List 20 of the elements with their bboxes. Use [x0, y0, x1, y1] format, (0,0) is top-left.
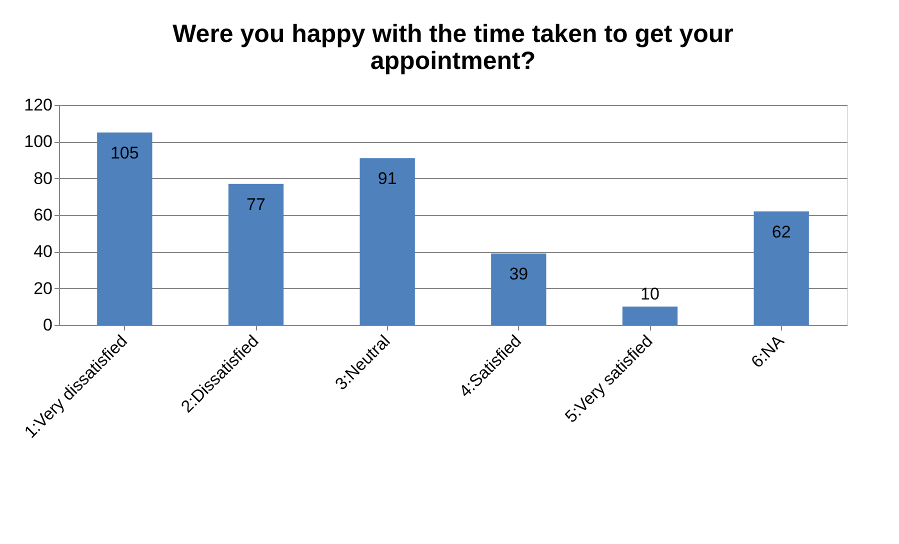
y-tick-label: 100: [24, 132, 52, 152]
data-label: 91: [378, 169, 397, 188]
y-tick-label: 80: [34, 168, 52, 188]
bar: [97, 132, 152, 325]
bar: [360, 158, 415, 325]
data-label: 77: [246, 194, 266, 214]
data-label: 39: [509, 264, 528, 284]
y-tick-label: 120: [24, 96, 52, 114]
y-tick-label: 60: [34, 206, 52, 224]
data-label: 10: [640, 284, 660, 304]
chart-title: Were you happy with the time taken to get your appointment?: [172, 20, 734, 75]
bar: [622, 306, 678, 325]
y-tick-label: 20: [34, 278, 52, 298]
data-label: 62: [772, 222, 791, 242]
bar: [491, 254, 546, 325]
y-tick-label: 40: [34, 242, 52, 262]
data-label: 105: [110, 144, 139, 162]
bar: [754, 211, 809, 325]
y-tick-label: 0: [43, 316, 52, 334]
bar: [228, 184, 284, 325]
